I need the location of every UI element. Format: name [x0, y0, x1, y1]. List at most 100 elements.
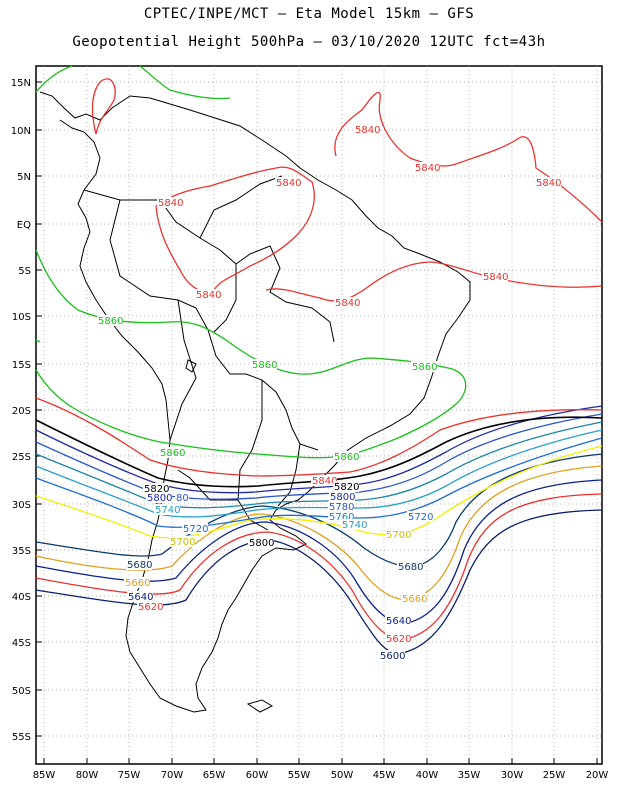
contour-label: 5660	[125, 578, 150, 589]
contour-label: 5620	[138, 602, 163, 613]
contour-5760	[35, 421, 603, 509]
contour-label-bg	[248, 537, 274, 548]
contour-label-bg	[407, 511, 433, 522]
contour-label: 5860	[412, 362, 437, 373]
contour-label: 5760	[329, 512, 354, 523]
falklands	[246, 699, 274, 713]
contour-label-bg	[328, 511, 354, 522]
lat-tick-label: 20S	[12, 406, 31, 417]
contour-label-bg	[157, 197, 183, 208]
contour-label: 5720	[183, 524, 208, 535]
lat-tick-label: 30S	[12, 500, 31, 511]
contour-5840	[155, 166, 315, 293]
contour-label-bg	[414, 162, 440, 173]
lon-tick-label: 60W	[246, 770, 269, 781]
contour-label: 5840	[483, 272, 508, 283]
contour-label-bg	[195, 289, 221, 300]
contour-label-bg	[482, 271, 508, 282]
contour-5860	[35, 339, 41, 343]
contour-label-bg	[126, 559, 152, 570]
contour-label-bg	[341, 519, 367, 530]
contour-label-bg	[97, 315, 123, 326]
lake-titicaca	[185, 359, 197, 373]
lat-tick-label: 50S	[12, 686, 31, 697]
lon-tick-label: 25W	[543, 770, 566, 781]
contour-label-bg	[354, 124, 380, 135]
contour-label: 5800	[330, 492, 355, 503]
contour-5840	[334, 91, 603, 223]
contour-labels: 5840 5840 5840 5840 5840 5840 5840 5840 5840 5860…	[97, 124, 561, 662]
contour-label-bg	[334, 297, 360, 308]
contour-label-bg	[251, 359, 277, 370]
lat-tick-label: 40S	[12, 592, 31, 603]
contour-label-bg	[333, 481, 359, 492]
contour-label: 5860	[160, 448, 185, 459]
contour-label-bg	[333, 451, 359, 462]
contour-label: 5660	[402, 594, 427, 605]
contour-label: 5840	[312, 476, 337, 487]
contour-label-bg	[146, 492, 172, 503]
contour-label: 80	[176, 493, 189, 504]
contour-5840	[35, 397, 603, 477]
contour-label: 5620	[386, 634, 411, 645]
contour-label-bg	[275, 177, 301, 188]
lat-tick-label: 25S	[12, 452, 31, 463]
contour-label-bg	[401, 593, 427, 604]
contour-5600	[35, 509, 603, 655]
lat-tick-label: 55S	[12, 732, 31, 743]
contour-5680	[35, 453, 603, 568]
contour-5620	[35, 493, 603, 641]
coastline-layer	[39, 91, 471, 713]
contour-label: 5740	[155, 505, 180, 516]
contour-label: 5840	[355, 125, 380, 136]
contour-label: 5840	[536, 178, 561, 189]
lat-tick-label: 15S	[12, 360, 31, 371]
contour-label-bg	[397, 561, 423, 572]
lon-tick-label: 35W	[458, 770, 481, 781]
contour-lines	[35, 65, 603, 655]
contour-5780	[35, 413, 603, 500]
lon-tick-label: 45W	[373, 770, 396, 781]
contour-5640	[35, 479, 603, 625]
lon-tick-label: 70W	[161, 770, 184, 781]
contour-label: 5680	[398, 562, 423, 573]
contour-label-bg	[154, 504, 180, 515]
contour-5840	[265, 261, 603, 302]
lon-tick-label: 30W	[501, 770, 524, 781]
contour-label: 5680	[127, 560, 152, 571]
contour-5740	[35, 429, 603, 518]
contour-label-bg	[385, 633, 411, 644]
map-frame	[35, 65, 603, 765]
contour-label: 5840	[196, 290, 221, 301]
contour-label: 5800	[249, 538, 274, 549]
contour-label-bg	[169, 536, 195, 547]
south-america-coastline	[39, 91, 471, 713]
contour-label-bg	[124, 577, 150, 588]
lat-tick-label: 15N	[11, 78, 31, 89]
contour-label: 5860	[334, 452, 359, 463]
lon-tick-label: 85W	[33, 770, 56, 781]
contour-label: 5720	[408, 512, 433, 523]
contour-label: 5780	[329, 502, 354, 513]
contour-label: 5820	[334, 482, 359, 493]
contour-label-bg	[385, 615, 411, 626]
contour-label-bg	[127, 591, 153, 602]
lat-tick-label: 5S	[18, 266, 31, 277]
lat-tick-label: 10N	[11, 126, 31, 137]
contour-label: 5800	[147, 493, 172, 504]
contour-5840	[91, 78, 116, 135]
lat-tick-label: 45S	[12, 638, 31, 649]
contour-label: 5740	[342, 520, 367, 531]
country-borders	[83, 175, 335, 531]
contour-5860	[35, 65, 231, 100]
contour-5860	[35, 249, 467, 459]
contour-5820	[35, 416, 603, 488]
lat-tick-label: 35S	[12, 546, 31, 557]
contour-label-bg	[328, 501, 354, 512]
contour-label: 5700	[386, 530, 411, 541]
map-title-line2: Geopotential Height 500hPa – 03/10/2020 …	[72, 34, 546, 50]
contour-label-bg	[137, 601, 163, 612]
lon-tick-label: 50W	[331, 770, 354, 781]
contour-label: 5640	[128, 592, 153, 603]
